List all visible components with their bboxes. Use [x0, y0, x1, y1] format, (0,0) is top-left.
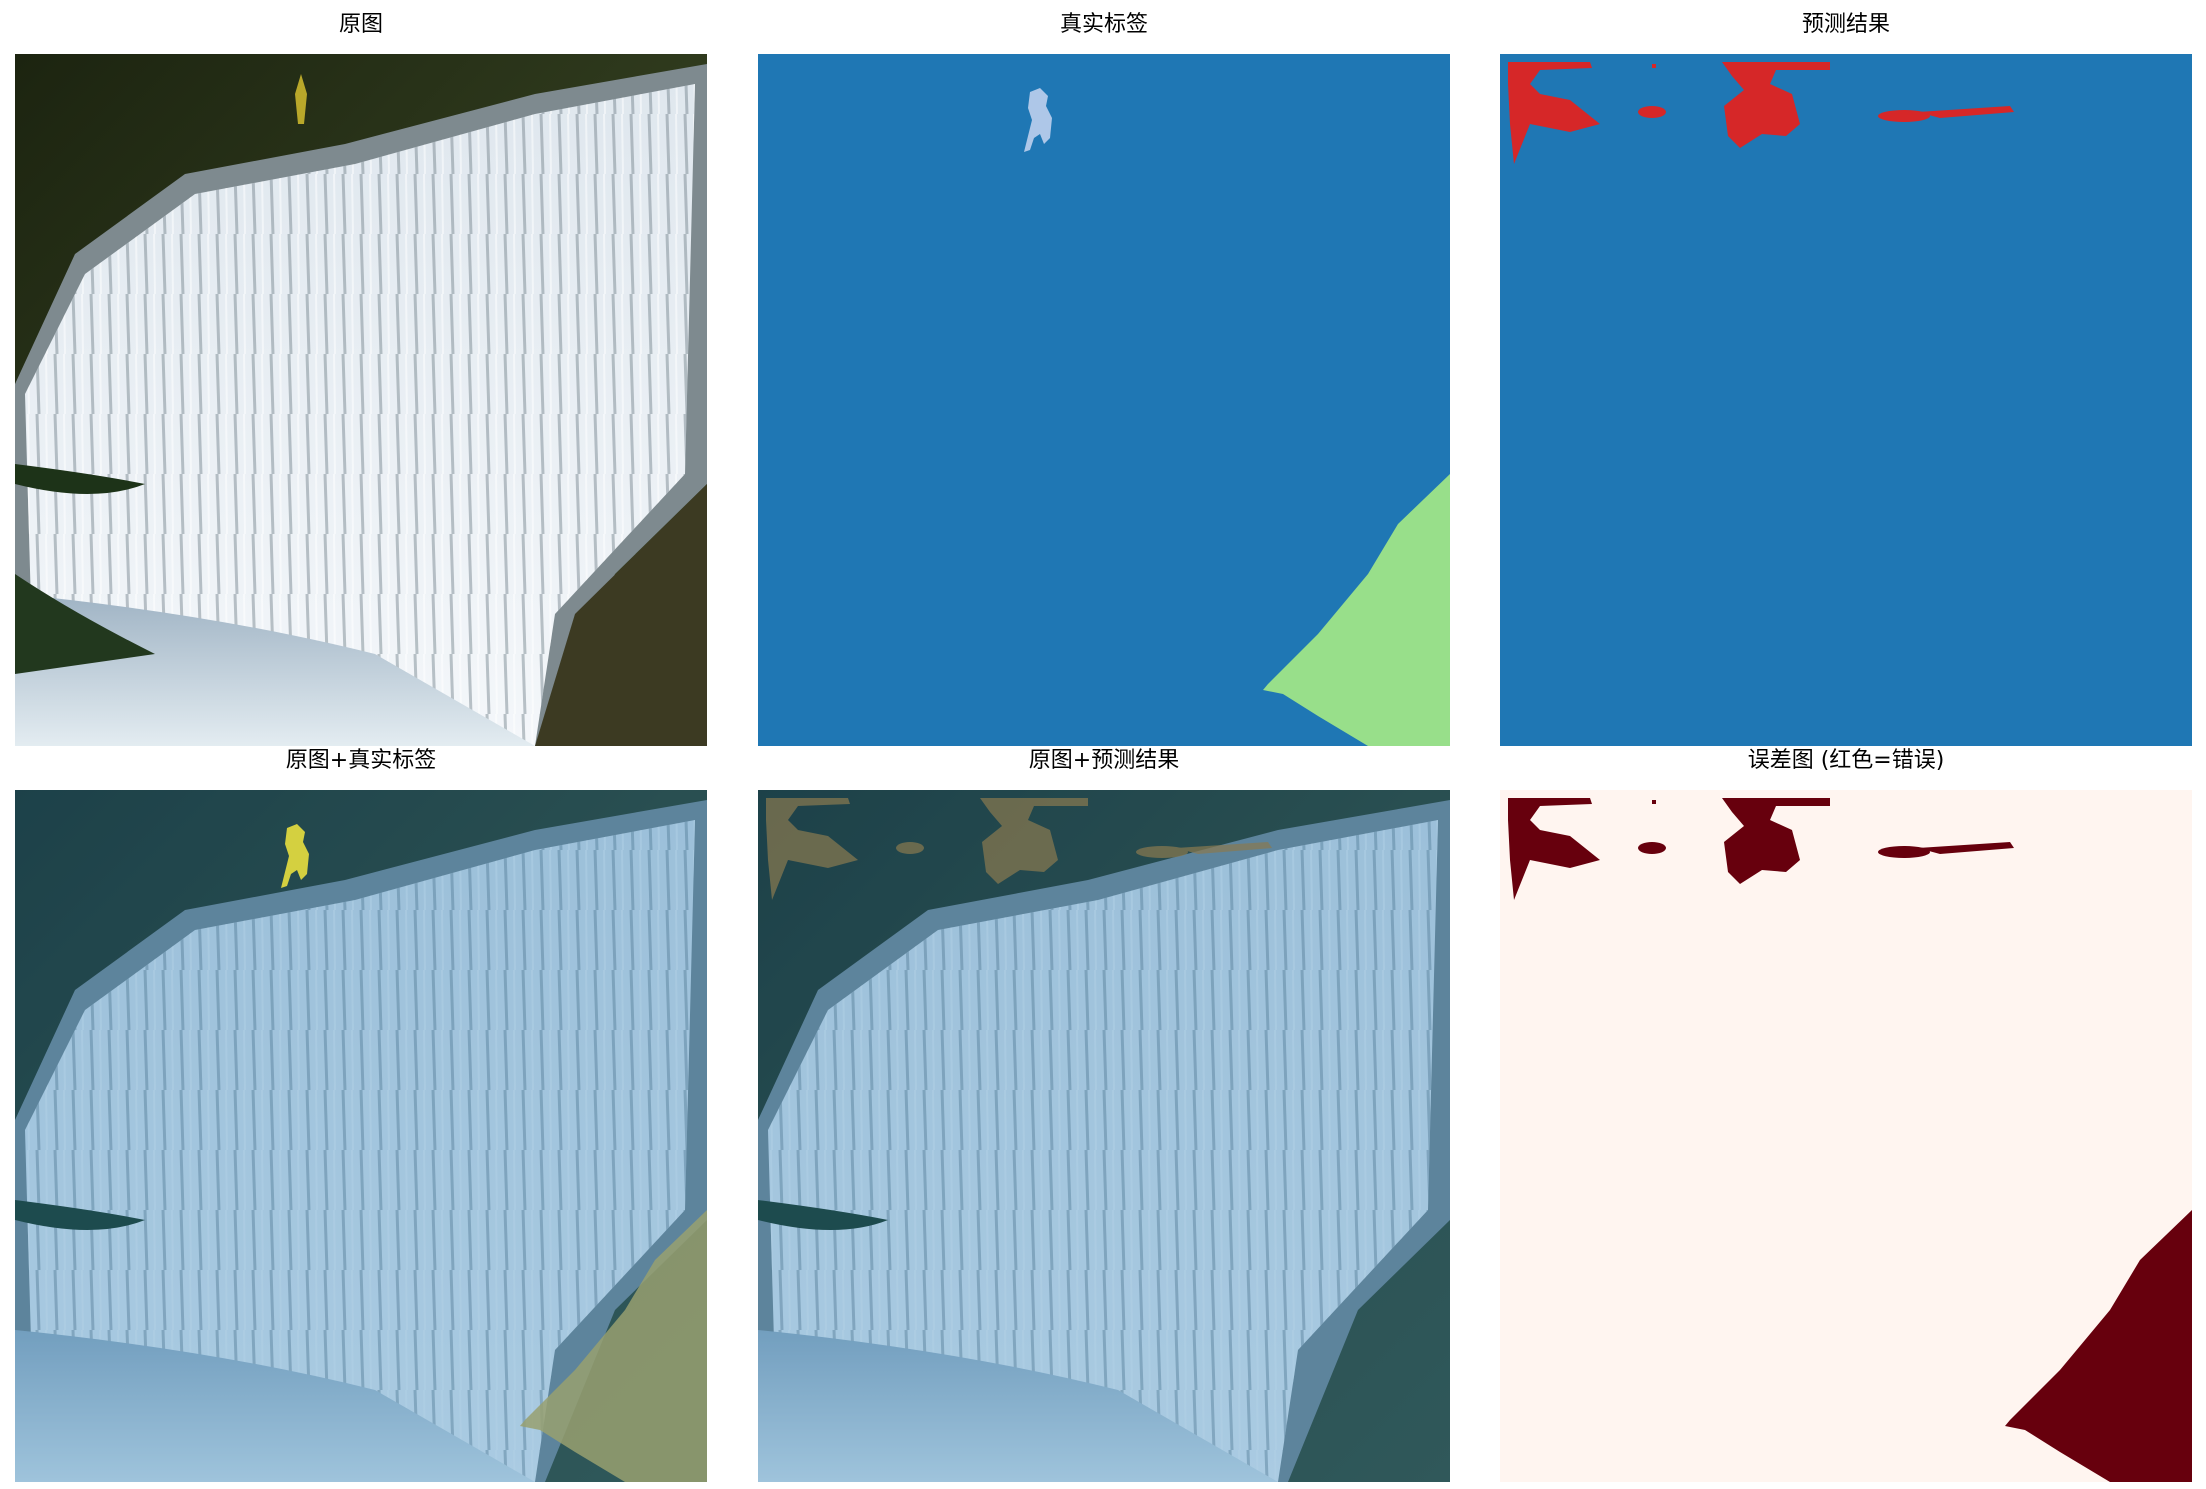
panel-title: 误差图 (红色=错误) — [1747, 748, 1945, 773]
panel-title: 原图 — [338, 12, 383, 37]
panel-original-plus-truth: 原图+真实标签 — [15, 744, 707, 1482]
person-figure — [295, 74, 307, 124]
panel-original-plus-prediction: 原图+预测结果 — [758, 744, 1450, 1482]
panel-error-map: 误差图 (红色=错误) — [1500, 744, 2192, 1482]
error-map — [1500, 790, 2192, 1482]
original-photo — [15, 54, 707, 746]
truth-overlay — [15, 790, 707, 1482]
ground-truth-mask — [758, 54, 1450, 746]
prediction-overlay — [758, 790, 1450, 1482]
panel-title: 原图+预测结果 — [1028, 748, 1180, 773]
panel-title: 预测结果 — [1801, 12, 1890, 37]
rock-region — [1263, 474, 1450, 746]
panel-original: 原图 — [15, 8, 707, 746]
person-region — [1024, 88, 1052, 152]
panel-prediction: 预测结果 — [1500, 8, 2192, 746]
error-regions — [1508, 798, 2192, 1482]
predicted-regions — [1508, 62, 2014, 164]
panel-title: 真实标签 — [1059, 12, 1148, 37]
panel-title: 原图+真实标签 — [285, 748, 437, 773]
panel-ground-truth: 真实标签 — [758, 8, 1450, 746]
prediction-mask — [1500, 54, 2192, 746]
